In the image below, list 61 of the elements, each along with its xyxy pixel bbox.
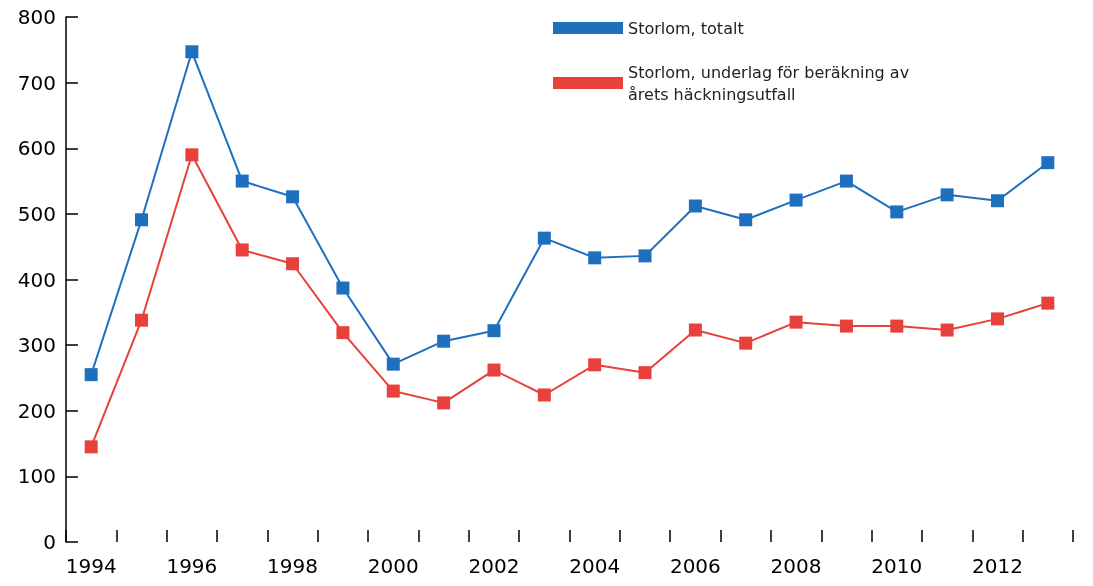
- point: [890, 205, 904, 219]
- point: [135, 213, 149, 227]
- point: [739, 213, 753, 227]
- y-tick-label: 500: [17, 201, 56, 226]
- point: [940, 323, 954, 337]
- y-tick-label: 200: [17, 398, 56, 423]
- point: [235, 243, 249, 257]
- point: [789, 315, 803, 329]
- y-tick-label: 300: [17, 333, 56, 358]
- point: [990, 312, 1004, 326]
- point: [135, 313, 149, 327]
- x-tick-label: 2004: [569, 554, 621, 578]
- point: [839, 174, 853, 188]
- x-tick-label: 1994: [65, 554, 117, 578]
- point: [487, 324, 501, 338]
- x-tick-label: 2000: [367, 554, 419, 578]
- point: [739, 336, 753, 350]
- point: [185, 45, 199, 59]
- point: [537, 231, 551, 245]
- point: [688, 199, 702, 213]
- x-tick-label: 2006: [669, 554, 721, 578]
- point: [1041, 296, 1055, 310]
- point: [235, 174, 249, 188]
- point: [84, 368, 98, 382]
- x-tick-label: 2008: [770, 554, 822, 578]
- point: [336, 281, 350, 295]
- point: [386, 357, 400, 371]
- x-tick-label: 1996: [166, 554, 218, 578]
- y-tick-label: 700: [17, 70, 56, 95]
- point: [537, 388, 551, 402]
- point: [789, 193, 803, 207]
- x-tick-label: 1998: [267, 554, 319, 578]
- point: [990, 194, 1004, 208]
- point: [437, 396, 451, 410]
- point: [386, 384, 400, 398]
- point: [286, 257, 300, 271]
- y-tick-label: 600: [17, 136, 56, 161]
- x-tick-label: 2002: [468, 554, 520, 578]
- point: [588, 358, 602, 372]
- point: [487, 363, 501, 377]
- y-tick-label: 100: [17, 464, 56, 489]
- point: [588, 251, 602, 265]
- point: [1041, 156, 1055, 170]
- point: [839, 319, 853, 333]
- y-tick-label: 800: [17, 5, 56, 29]
- point: [638, 249, 652, 263]
- point: [638, 366, 652, 380]
- y-tick-label: 400: [17, 267, 56, 292]
- point: [940, 188, 954, 202]
- point: [688, 323, 702, 337]
- point: [286, 190, 300, 204]
- point: [437, 334, 451, 348]
- legend-label: Storlom, totalt: [628, 18, 744, 38]
- point: [185, 148, 199, 162]
- point: [890, 319, 904, 333]
- x-tick-label: 2010: [871, 554, 923, 578]
- point: [84, 440, 98, 454]
- legend-label: Storlom, underlag för beräkning av årets häckningsutfall: [628, 62, 915, 104]
- x-tick-label: 2012: [972, 554, 1023, 578]
- y-tick-label: 0: [43, 530, 56, 554]
- point: [336, 326, 350, 340]
